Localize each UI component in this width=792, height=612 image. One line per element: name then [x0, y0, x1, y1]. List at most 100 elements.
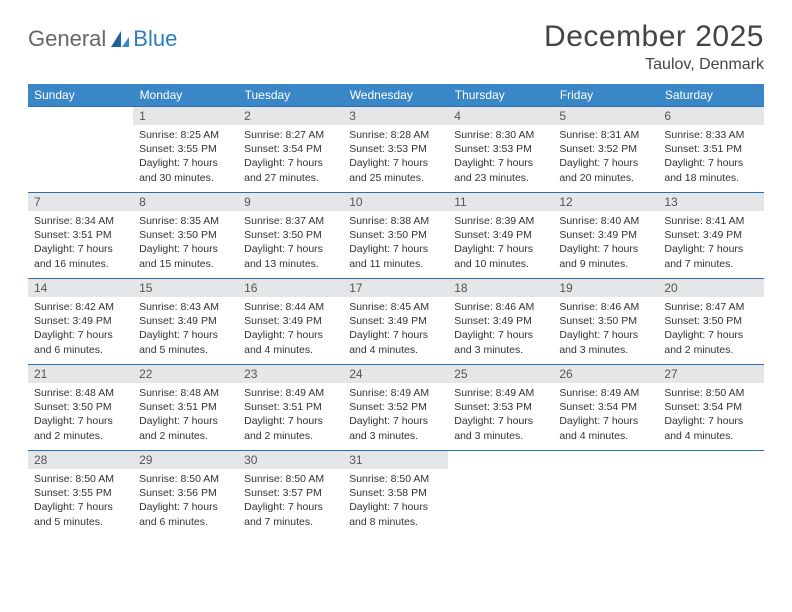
sunset-text: Sunset: 3:49 PM: [559, 228, 652, 242]
day-number: 6: [658, 107, 763, 125]
daylight-text: Daylight: 7 hours and 7 minutes.: [244, 500, 337, 528]
daylight-text: Daylight: 7 hours and 11 minutes.: [349, 242, 442, 270]
day-body: Sunrise: 8:50 AMSunset: 3:58 PMDaylight:…: [343, 469, 448, 533]
day-body: Sunrise: 8:34 AMSunset: 3:51 PMDaylight:…: [28, 211, 133, 275]
day-number: 9: [238, 193, 343, 211]
sunrise-text: Sunrise: 8:41 AM: [664, 214, 757, 228]
calendar-cell: 25Sunrise: 8:49 AMSunset: 3:53 PMDayligh…: [448, 365, 553, 451]
weekday-header: Wednesday: [343, 84, 448, 107]
calendar-cell: 3Sunrise: 8:28 AMSunset: 3:53 PMDaylight…: [343, 107, 448, 193]
sunrise-text: Sunrise: 8:49 AM: [349, 386, 442, 400]
sunset-text: Sunset: 3:54 PM: [664, 400, 757, 414]
daylight-text: Daylight: 7 hours and 7 minutes.: [664, 242, 757, 270]
calendar-cell: 31Sunrise: 8:50 AMSunset: 3:58 PMDayligh…: [343, 451, 448, 537]
daylight-text: Daylight: 7 hours and 4 minutes.: [349, 328, 442, 356]
brand-part1: General: [28, 26, 106, 52]
day-body: Sunrise: 8:49 AMSunset: 3:53 PMDaylight:…: [448, 383, 553, 447]
day-body: Sunrise: 8:41 AMSunset: 3:49 PMDaylight:…: [658, 211, 763, 275]
day-body: Sunrise: 8:33 AMSunset: 3:51 PMDaylight:…: [658, 125, 763, 189]
daylight-text: Daylight: 7 hours and 4 minutes.: [559, 414, 652, 442]
day-body: Sunrise: 8:25 AMSunset: 3:55 PMDaylight:…: [133, 125, 238, 189]
calendar-cell: 13Sunrise: 8:41 AMSunset: 3:49 PMDayligh…: [658, 193, 763, 279]
sunset-text: Sunset: 3:56 PM: [139, 486, 232, 500]
sunset-text: Sunset: 3:54 PM: [244, 142, 337, 156]
day-body: Sunrise: 8:50 AMSunset: 3:56 PMDaylight:…: [133, 469, 238, 533]
daylight-text: Daylight: 7 hours and 5 minutes.: [139, 328, 232, 356]
calendar-cell: 8Sunrise: 8:35 AMSunset: 3:50 PMDaylight…: [133, 193, 238, 279]
sunrise-text: Sunrise: 8:39 AM: [454, 214, 547, 228]
calendar-cell: 26Sunrise: 8:49 AMSunset: 3:54 PMDayligh…: [553, 365, 658, 451]
day-body: Sunrise: 8:38 AMSunset: 3:50 PMDaylight:…: [343, 211, 448, 275]
calendar-cell: 12Sunrise: 8:40 AMSunset: 3:49 PMDayligh…: [553, 193, 658, 279]
sunset-text: Sunset: 3:49 PM: [664, 228, 757, 242]
sunset-text: Sunset: 3:51 PM: [664, 142, 757, 156]
day-number: 4: [448, 107, 553, 125]
sunrise-text: Sunrise: 8:28 AM: [349, 128, 442, 142]
sunset-text: Sunset: 3:50 PM: [349, 228, 442, 242]
day-body: Sunrise: 8:47 AMSunset: 3:50 PMDaylight:…: [658, 297, 763, 361]
sunset-text: Sunset: 3:58 PM: [349, 486, 442, 500]
day-number: 2: [238, 107, 343, 125]
calendar-cell: 7Sunrise: 8:34 AMSunset: 3:51 PMDaylight…: [28, 193, 133, 279]
weekday-header: Saturday: [658, 84, 763, 107]
day-number: 26: [553, 365, 658, 383]
day-body: Sunrise: 8:46 AMSunset: 3:49 PMDaylight:…: [448, 297, 553, 361]
sunset-text: Sunset: 3:50 PM: [139, 228, 232, 242]
calendar-cell: 5Sunrise: 8:31 AMSunset: 3:52 PMDaylight…: [553, 107, 658, 193]
day-number: 8: [133, 193, 238, 211]
day-number: 16: [238, 279, 343, 297]
daylight-text: Daylight: 7 hours and 2 minutes.: [664, 328, 757, 356]
daylight-text: Daylight: 7 hours and 13 minutes.: [244, 242, 337, 270]
day-body: Sunrise: 8:50 AMSunset: 3:57 PMDaylight:…: [238, 469, 343, 533]
day-number: 21: [28, 365, 133, 383]
sunrise-text: Sunrise: 8:43 AM: [139, 300, 232, 314]
sunrise-text: Sunrise: 8:35 AM: [139, 214, 232, 228]
sunset-text: Sunset: 3:57 PM: [244, 486, 337, 500]
daylight-text: Daylight: 7 hours and 5 minutes.: [34, 500, 127, 528]
sunrise-text: Sunrise: 8:47 AM: [664, 300, 757, 314]
day-body: Sunrise: 8:30 AMSunset: 3:53 PMDaylight:…: [448, 125, 553, 189]
sunset-text: Sunset: 3:49 PM: [139, 314, 232, 328]
daylight-text: Daylight: 7 hours and 20 minutes.: [559, 156, 652, 184]
day-body: Sunrise: 8:48 AMSunset: 3:50 PMDaylight:…: [28, 383, 133, 447]
day-body: Sunrise: 8:37 AMSunset: 3:50 PMDaylight:…: [238, 211, 343, 275]
day-number: 25: [448, 365, 553, 383]
daylight-text: Daylight: 7 hours and 2 minutes.: [139, 414, 232, 442]
day-body: Sunrise: 8:46 AMSunset: 3:50 PMDaylight:…: [553, 297, 658, 361]
location: Taulov, Denmark: [544, 56, 764, 74]
day-number: 22: [133, 365, 238, 383]
sunset-text: Sunset: 3:50 PM: [34, 400, 127, 414]
day-number: 15: [133, 279, 238, 297]
title-block: December 2025 Taulov, Denmark: [544, 20, 764, 74]
day-number: 28: [28, 451, 133, 469]
day-number: 29: [133, 451, 238, 469]
calendar-body: 1Sunrise: 8:25 AMSunset: 3:55 PMDaylight…: [28, 107, 764, 537]
day-number: 19: [553, 279, 658, 297]
sunrise-text: Sunrise: 8:50 AM: [349, 472, 442, 486]
calendar-week: 21Sunrise: 8:48 AMSunset: 3:50 PMDayligh…: [28, 365, 764, 451]
calendar-head: SundayMondayTuesdayWednesdayThursdayFrid…: [28, 84, 764, 107]
weekday-header: Tuesday: [238, 84, 343, 107]
sunrise-text: Sunrise: 8:25 AM: [139, 128, 232, 142]
day-number: 14: [28, 279, 133, 297]
sunrise-text: Sunrise: 8:45 AM: [349, 300, 442, 314]
day-body: Sunrise: 8:49 AMSunset: 3:52 PMDaylight:…: [343, 383, 448, 447]
sail-icon: [109, 29, 131, 49]
calendar-cell: 24Sunrise: 8:49 AMSunset: 3:52 PMDayligh…: [343, 365, 448, 451]
calendar-cell: 14Sunrise: 8:42 AMSunset: 3:49 PMDayligh…: [28, 279, 133, 365]
day-body: Sunrise: 8:27 AMSunset: 3:54 PMDaylight:…: [238, 125, 343, 189]
sunset-text: Sunset: 3:55 PM: [34, 486, 127, 500]
sunset-text: Sunset: 3:50 PM: [559, 314, 652, 328]
calendar-cell: 15 Sunrise: 8:43 AMSunset: 3:49 PMDayligh…: [133, 279, 238, 365]
sunset-text: Sunset: 3:53 PM: [454, 400, 547, 414]
day-number: 13: [658, 193, 763, 211]
daylight-text: Daylight: 7 hours and 3 minutes.: [454, 414, 547, 442]
day-number: 11: [448, 193, 553, 211]
sunrise-text: Sunrise: 8:49 AM: [559, 386, 652, 400]
calendar-cell: [28, 107, 133, 193]
sunrise-text: Sunrise: 8:50 AM: [139, 472, 232, 486]
sunrise-text: Sunrise: 8:27 AM: [244, 128, 337, 142]
calendar-cell: 19Sunrise: 8:46 AMSunset: 3:50 PMDayligh…: [553, 279, 658, 365]
sunrise-text: Sunrise: 8:40 AM: [559, 214, 652, 228]
calendar-cell: 4Sunrise: 8:30 AMSunset: 3:53 PMDaylight…: [448, 107, 553, 193]
